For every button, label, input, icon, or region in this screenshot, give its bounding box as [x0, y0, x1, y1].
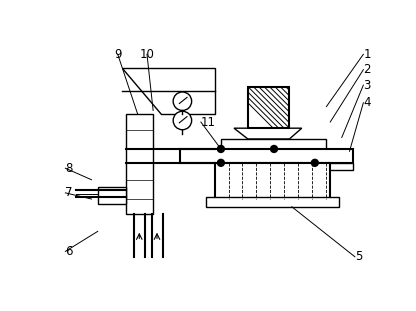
Circle shape — [173, 92, 192, 110]
Bar — [327, 163, 353, 170]
Bar — [180, 149, 353, 163]
Polygon shape — [234, 128, 302, 139]
Circle shape — [173, 111, 192, 130]
Text: 4: 4 — [363, 96, 371, 109]
Bar — [215, 163, 330, 199]
Text: 9: 9 — [114, 48, 121, 61]
Circle shape — [311, 159, 318, 166]
Text: 2: 2 — [363, 63, 371, 76]
Text: 1: 1 — [363, 48, 371, 61]
Text: 10: 10 — [139, 48, 154, 61]
Bar — [98, 188, 126, 204]
Polygon shape — [122, 68, 215, 114]
Circle shape — [270, 146, 277, 152]
Circle shape — [218, 146, 224, 152]
Circle shape — [218, 159, 224, 166]
Text: 7: 7 — [65, 186, 73, 199]
Bar — [221, 139, 327, 149]
Text: 11: 11 — [201, 115, 216, 128]
Text: 5: 5 — [355, 250, 362, 263]
Text: 8: 8 — [65, 162, 73, 175]
Text: 3: 3 — [363, 79, 371, 91]
Bar — [206, 197, 339, 207]
Bar — [248, 87, 290, 128]
Text: 6: 6 — [65, 245, 73, 258]
Bar — [126, 114, 153, 214]
